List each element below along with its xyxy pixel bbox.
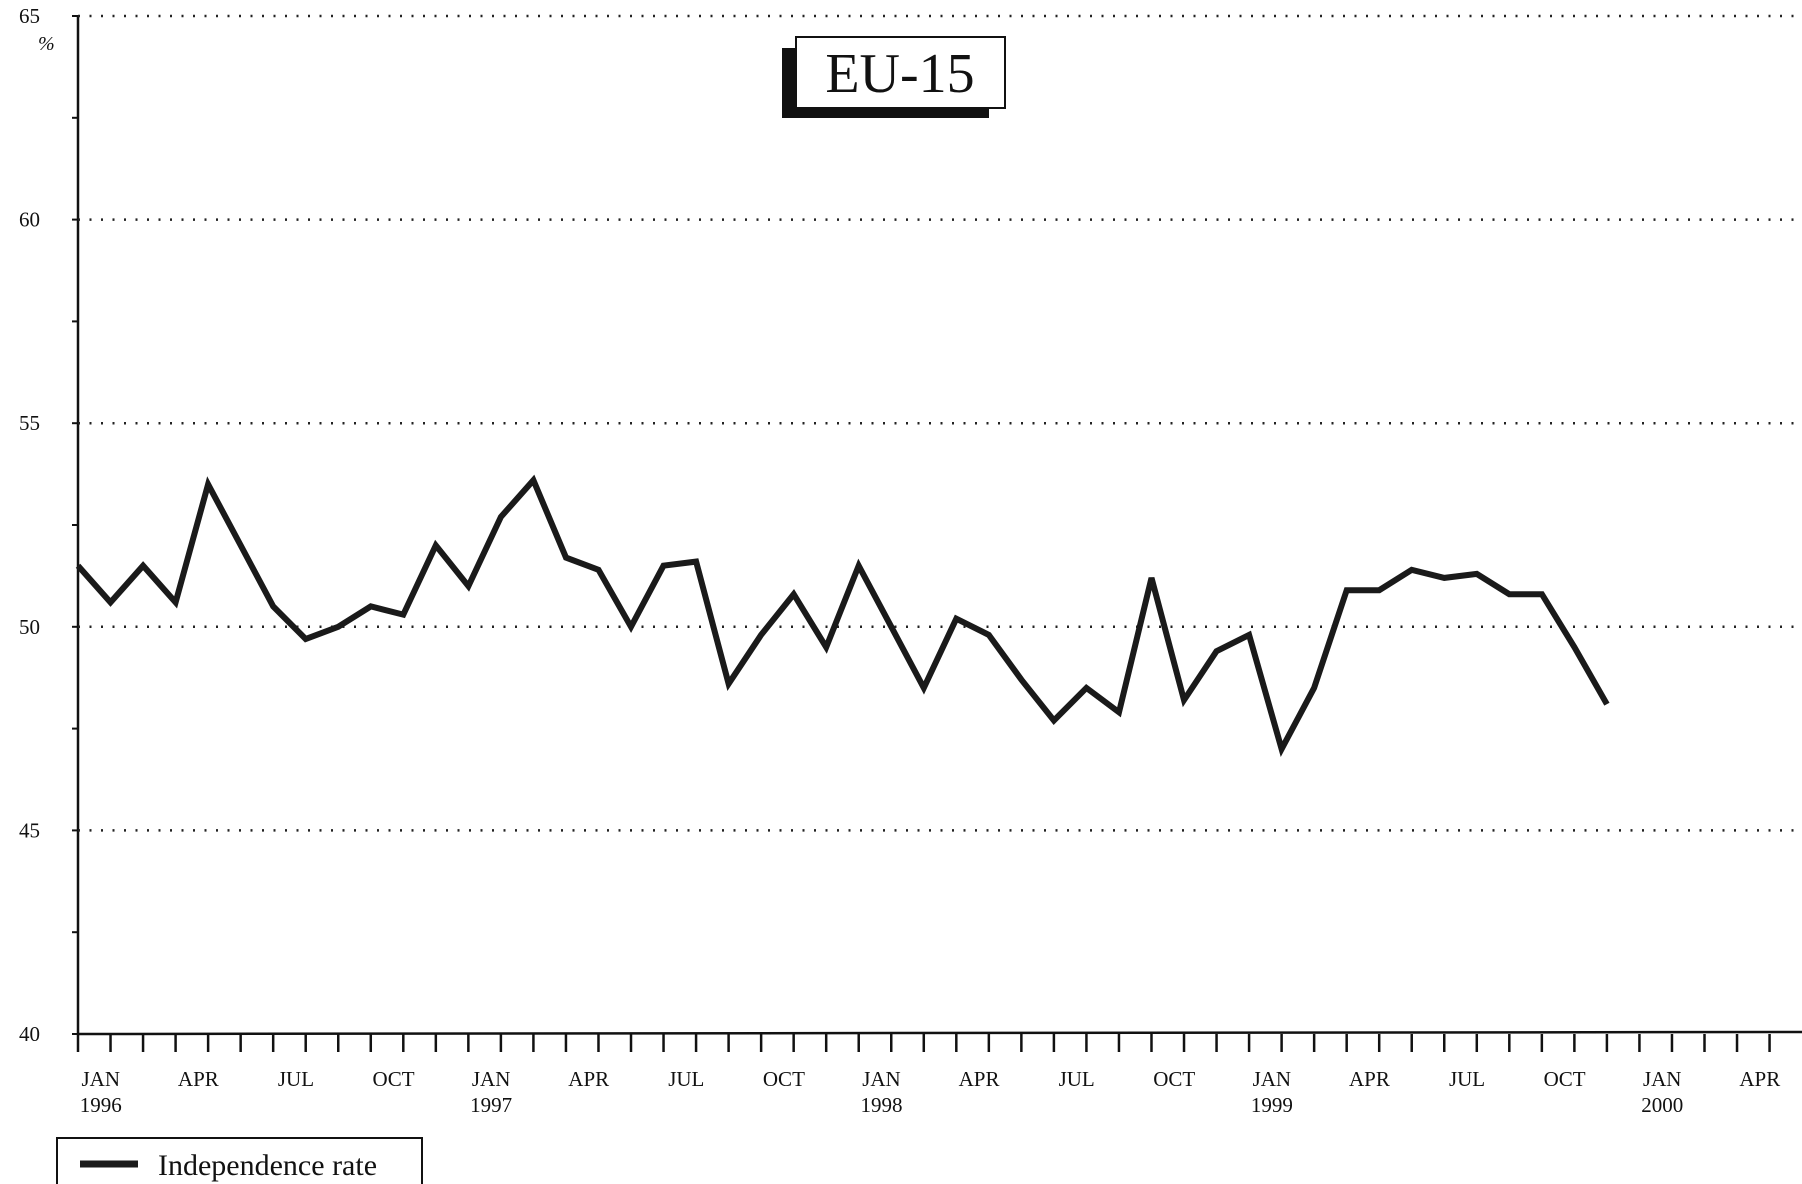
y-tick-label: 40 xyxy=(19,1022,40,1046)
x-year-label: 1997 xyxy=(470,1093,512,1117)
x-tick-label: JAN xyxy=(862,1067,901,1091)
x-tick-label: OCT xyxy=(763,1067,805,1091)
x-tick-label: JAN xyxy=(82,1067,121,1091)
x-tick-label: OCT xyxy=(373,1067,415,1091)
x-tick-label: JUL xyxy=(1449,1067,1485,1091)
x-tick-label: JAN xyxy=(1253,1067,1292,1091)
x-tick-label: APR xyxy=(178,1067,219,1091)
y-tick-label: 65 xyxy=(19,4,40,28)
x-tick-label: APR xyxy=(959,1067,1000,1091)
x-year-label: 1996 xyxy=(80,1093,122,1117)
x-tick-label: JAN xyxy=(472,1067,511,1091)
legend-label: Independence rate xyxy=(158,1149,377,1182)
x-year-label: 2000 xyxy=(1641,1093,1683,1117)
title-box xyxy=(795,36,1006,109)
x-tick-label: APR xyxy=(1739,1067,1780,1091)
y-tick-label: 45 xyxy=(19,818,40,842)
x-tick-label: JUL xyxy=(1059,1067,1095,1091)
x-year-label: 1998 xyxy=(860,1093,902,1117)
data-line xyxy=(75,474,1610,757)
y-tick-label: 60 xyxy=(19,208,40,232)
x-tick-label: JUL xyxy=(278,1067,314,1091)
y-tick-label: 55 xyxy=(19,411,40,435)
chart-title: EU-15 xyxy=(825,43,974,105)
x-tick-label: APR xyxy=(568,1067,609,1091)
x-axis xyxy=(77,1030,1802,1036)
x-tick-label: JUL xyxy=(668,1067,704,1091)
y-tick-label: 50 xyxy=(19,615,40,639)
x-tick-label: APR xyxy=(1349,1067,1390,1091)
x-year-label: 1999 xyxy=(1251,1093,1293,1117)
x-tick-label: OCT xyxy=(1153,1067,1195,1091)
x-tick-label: JAN xyxy=(1643,1067,1682,1091)
x-tick-label: OCT xyxy=(1544,1067,1586,1091)
y-unit: % xyxy=(38,33,55,55)
